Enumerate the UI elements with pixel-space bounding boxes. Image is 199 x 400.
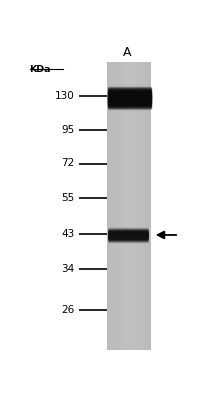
Text: A: A [123, 46, 132, 59]
Bar [146, 62, 147, 350]
Bar [110, 62, 111, 350]
Bar [107, 62, 108, 350]
Bar [116, 62, 117, 350]
Bar [126, 62, 127, 350]
Bar [107, 62, 151, 350]
Bar [115, 62, 116, 350]
Bar [122, 62, 123, 350]
Bar [149, 62, 150, 350]
Bar [148, 62, 149, 350]
Text: 34: 34 [61, 264, 74, 274]
Bar [150, 62, 151, 350]
Bar [135, 62, 136, 350]
Text: 72: 72 [61, 158, 74, 168]
Bar [112, 62, 113, 350]
Bar [143, 62, 144, 350]
Bar [121, 62, 122, 350]
Bar [139, 62, 140, 350]
Bar [114, 62, 115, 350]
Bar [137, 62, 138, 350]
Bar [136, 62, 137, 350]
Bar [138, 62, 139, 350]
Bar [133, 62, 134, 350]
Bar [140, 62, 141, 350]
Text: 43: 43 [61, 229, 74, 239]
Bar [125, 62, 126, 350]
Bar [124, 62, 125, 350]
Text: KDa: KDa [29, 65, 51, 74]
Bar [111, 62, 112, 350]
Bar [132, 62, 133, 350]
Bar [108, 62, 109, 350]
Text: 26: 26 [61, 306, 74, 316]
Bar [131, 62, 132, 350]
Text: 55: 55 [61, 193, 74, 203]
Text: 130: 130 [55, 91, 74, 101]
Bar [141, 62, 142, 350]
Bar [118, 62, 119, 350]
Bar [142, 62, 143, 350]
Bar [144, 62, 145, 350]
Bar [134, 62, 135, 350]
Bar [130, 62, 131, 350]
Bar [127, 62, 128, 350]
Text: 95: 95 [61, 125, 74, 135]
Bar [109, 62, 110, 350]
Bar [119, 62, 120, 350]
Bar [120, 62, 121, 350]
Bar [113, 62, 114, 350]
Bar [129, 62, 130, 350]
Bar [123, 62, 124, 350]
Bar [147, 62, 148, 350]
Bar [145, 62, 146, 350]
Bar [117, 62, 118, 350]
Bar [128, 62, 129, 350]
